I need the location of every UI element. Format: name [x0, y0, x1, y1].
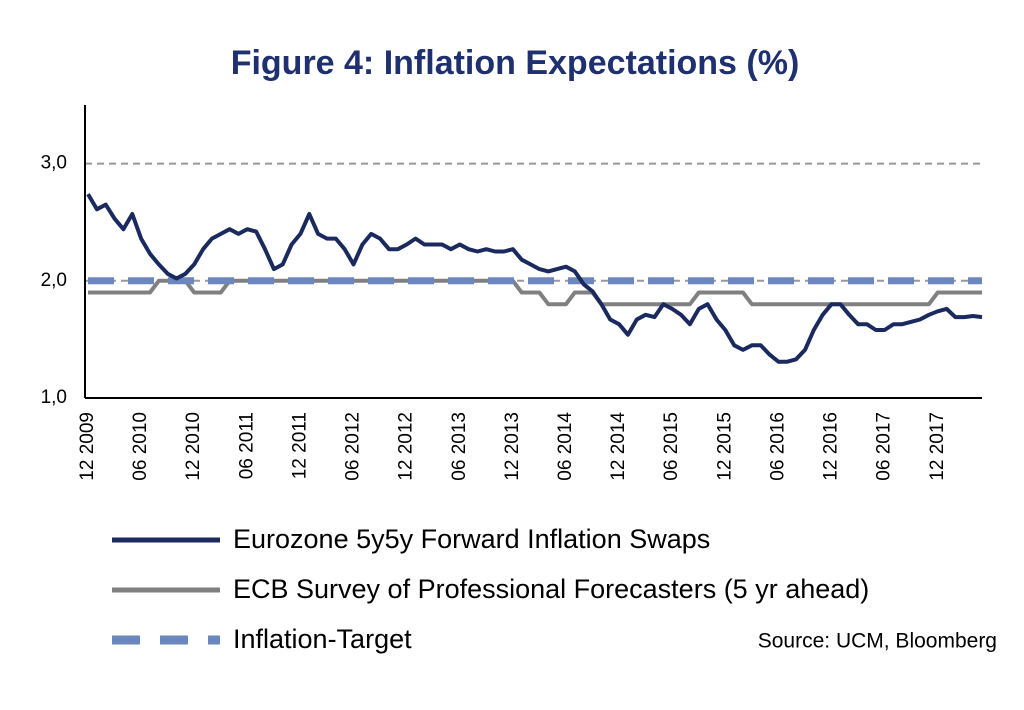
legend-label: Inflation-Target	[233, 624, 412, 654]
x-tick-label: 12 2013	[502, 412, 523, 481]
y-tick-label: 1,0	[41, 387, 67, 408]
x-tick-label: 06 2016	[767, 412, 788, 481]
legend-label: Eurozone 5y5y Forward Inflation Swaps	[233, 524, 710, 554]
legend-label: ECB Survey of Professional Forecasters (…	[233, 574, 869, 604]
source-note: Source: UCM, Bloomberg	[758, 630, 997, 653]
x-tick-label: 12 2016	[821, 412, 842, 481]
x-tick-label: 12 2009	[77, 412, 98, 481]
series-line	[88, 278, 982, 307]
series-line	[86, 193, 983, 364]
x-tick-label: 06 2010	[130, 412, 151, 481]
x-tick-label: 06 2014	[555, 412, 576, 481]
y-tick-label: 3,0	[41, 153, 67, 174]
x-tick-label: 12 2017	[927, 412, 948, 481]
x-tick-label: 06 2015	[661, 412, 682, 481]
x-tick-label: 06 2013	[449, 412, 470, 481]
x-tick-label: 06 2011	[236, 412, 257, 479]
chart-title: Figure 4: Inflation Expectations (%)	[231, 44, 800, 82]
x-tick-label: 12 2014	[608, 412, 629, 481]
x-tick-label: 06 2017	[874, 412, 895, 481]
x-tick-label: 12 2010	[183, 412, 204, 481]
x-tick-label: 12 2015	[714, 412, 735, 481]
x-tick-label: 12 2012	[396, 412, 417, 481]
x-tick-label: 06 2012	[343, 412, 364, 481]
x-tick-label: 12 2011	[289, 412, 310, 479]
y-tick-label: 2,0	[41, 270, 67, 291]
